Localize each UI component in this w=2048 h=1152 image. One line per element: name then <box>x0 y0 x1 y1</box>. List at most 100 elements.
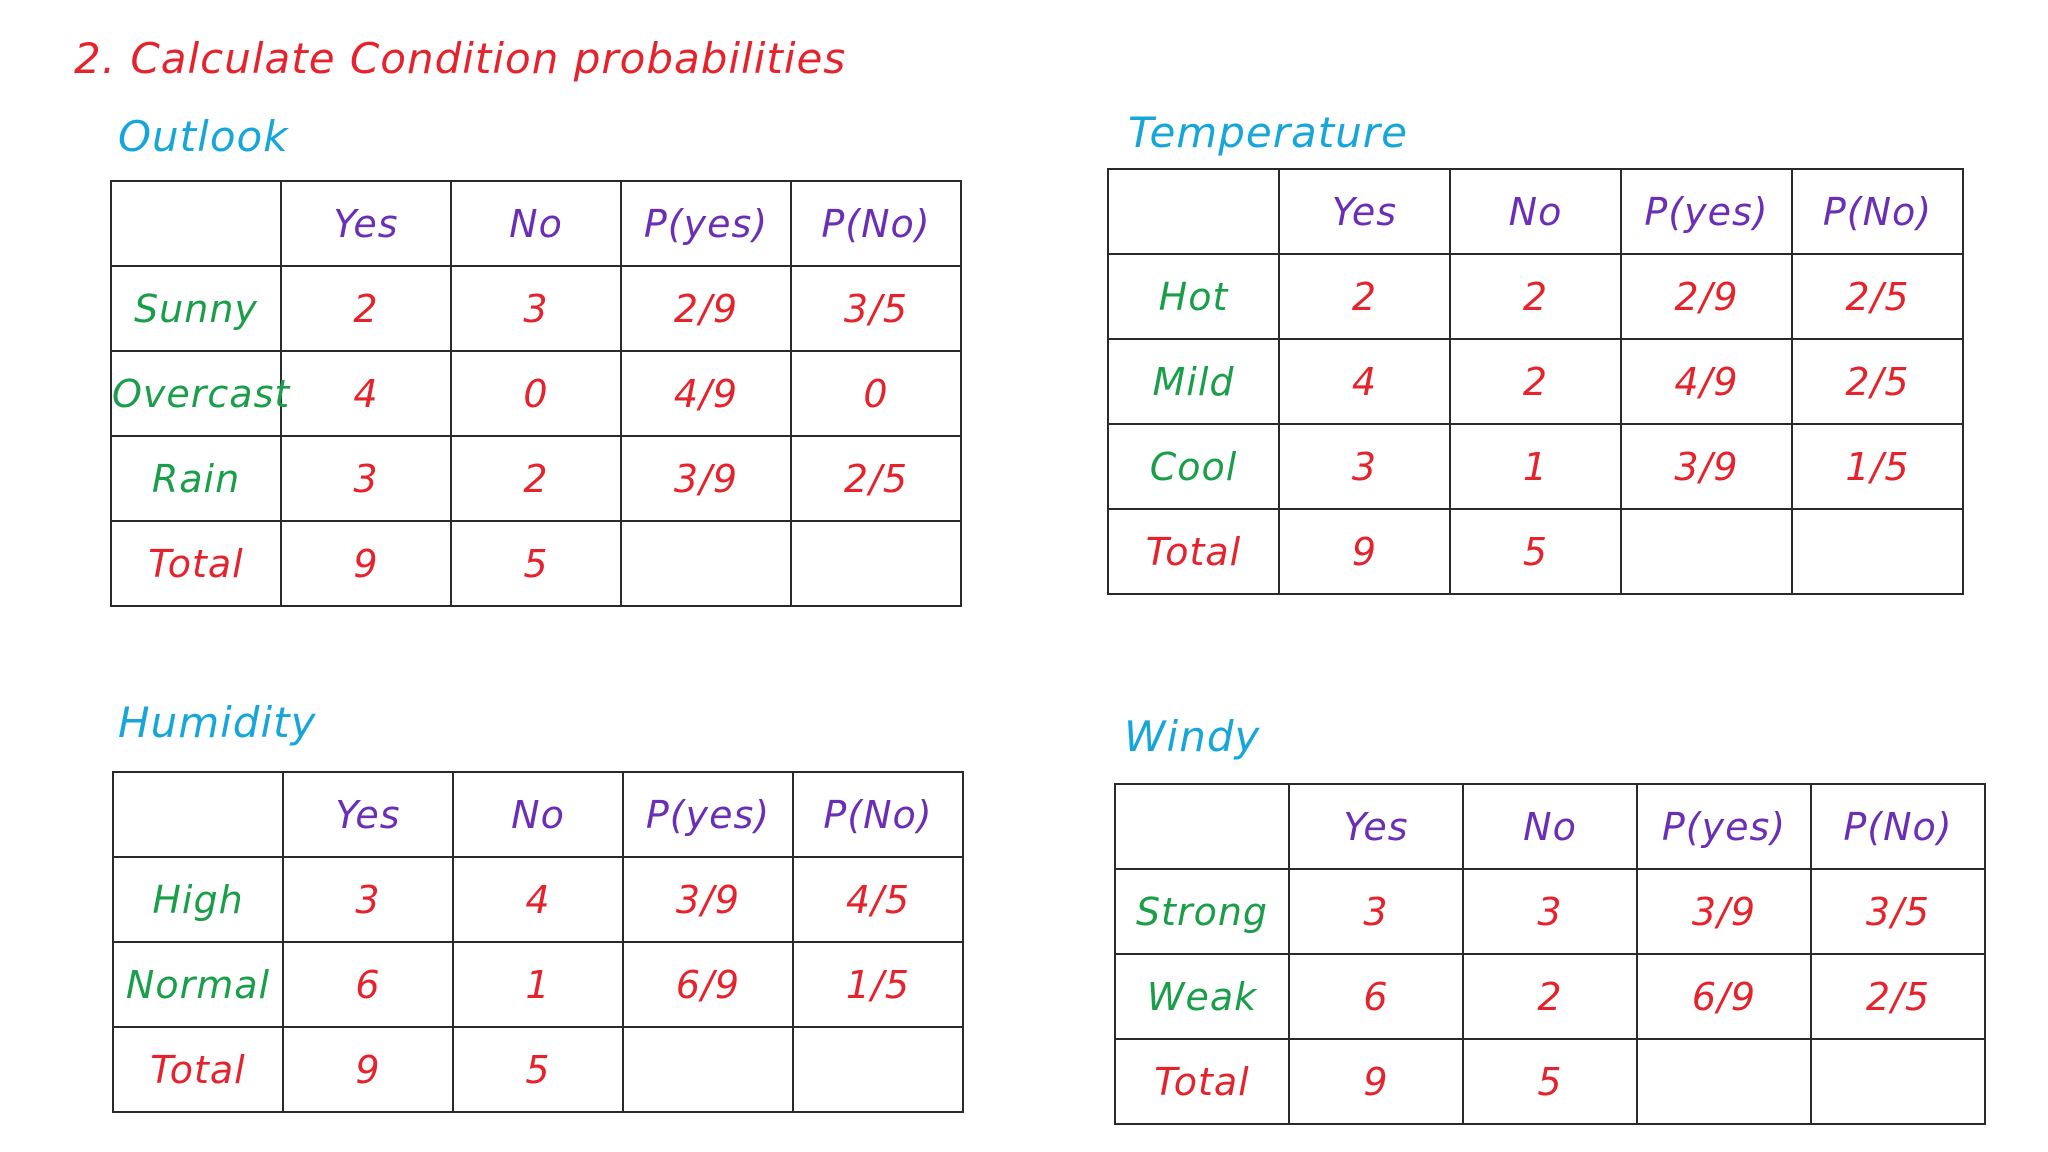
row-label: Weak <box>1114 953 1290 1040</box>
yes-count-cell: 2 <box>280 265 452 352</box>
yes-count-cell: 2 <box>1278 253 1451 340</box>
row-label: Normal <box>112 941 284 1028</box>
yes-count-cell: 4 <box>280 350 452 437</box>
p-yes-cell: 4/9 <box>1620 338 1793 425</box>
p-yes-cell: 3/9 <box>620 435 792 522</box>
no-count-cell: 1 <box>452 941 624 1028</box>
column-header: Yes <box>280 180 452 267</box>
outlook-table: Yes No P(yes) P(No) Sunny 2 3 2/9 3/5 Overcast 4 0 4… <box>110 180 962 607</box>
table-row: Rain 3 2 3/9 2/5 <box>110 435 962 522</box>
yes-count-cell: 3 <box>280 435 452 522</box>
p-yes-cell: 2/9 <box>620 265 792 352</box>
yes-count-cell: 9 <box>280 520 452 607</box>
column-header: No <box>1462 783 1638 870</box>
p-yes-cell <box>620 520 792 607</box>
column-header: Yes <box>282 771 454 858</box>
humidity-table: Yes No P(yes) P(No) High 3 4 3/9 4/5 Normal 6 1 6/9 1… <box>112 771 964 1113</box>
table-row: Total 9 5 <box>112 1026 964 1113</box>
p-yes-cell <box>1620 508 1793 595</box>
corner-cell <box>110 180 282 267</box>
no-count-cell: 4 <box>452 856 624 943</box>
yes-count-cell: 3 <box>1288 868 1464 955</box>
row-label: Rain <box>110 435 282 522</box>
p-no-cell <box>792 1026 964 1113</box>
outlook-heading: Outlook <box>118 112 289 161</box>
column-header: P(yes) <box>1620 168 1793 255</box>
p-yes-cell: 3/9 <box>1636 868 1812 955</box>
table-row: Overcast 4 0 4/9 0 <box>110 350 962 437</box>
row-label: Total <box>112 1026 284 1113</box>
row-label: Total <box>1114 1038 1290 1125</box>
yes-count-cell: 9 <box>1278 508 1451 595</box>
p-yes-cell <box>1636 1038 1812 1125</box>
p-no-cell: 4/5 <box>792 856 964 943</box>
p-no-cell <box>1791 508 1964 595</box>
column-header: No <box>452 771 624 858</box>
corner-cell <box>1114 783 1290 870</box>
column-header: P(No) <box>1810 783 1986 870</box>
row-label: Mild <box>1107 338 1280 425</box>
column-header: P(yes) <box>622 771 794 858</box>
no-count-cell: 2 <box>1449 338 1622 425</box>
table-header-row: Yes No P(yes) P(No) <box>1114 783 1986 870</box>
table-row: Cool 3 1 3/9 1/5 <box>1107 423 1964 510</box>
table-header-row: Yes No P(yes) P(No) <box>1107 168 1964 255</box>
corner-cell <box>112 771 284 858</box>
humidity-heading: Humidity <box>118 698 317 747</box>
row-label: Sunny <box>110 265 282 352</box>
yes-count-cell: 6 <box>282 941 454 1028</box>
page-title: 2. Calculate Condition probabilities <box>74 34 847 83</box>
row-label: Total <box>1107 508 1280 595</box>
p-yes-cell: 3/9 <box>1620 423 1793 510</box>
p-yes-cell: 6/9 <box>622 941 794 1028</box>
p-no-cell: 0 <box>790 350 962 437</box>
p-no-cell: 1/5 <box>1791 423 1964 510</box>
no-count-cell: 1 <box>1449 423 1622 510</box>
table-row: Sunny 2 3 2/9 3/5 <box>110 265 962 352</box>
yes-count-cell: 6 <box>1288 953 1464 1040</box>
table-row: Normal 6 1 6/9 1/5 <box>112 941 964 1028</box>
table-row: Weak 6 2 6/9 2/5 <box>1114 953 1986 1040</box>
no-count-cell: 5 <box>450 520 622 607</box>
temperature-heading: Temperature <box>1128 108 1408 157</box>
yes-count-cell: 3 <box>282 856 454 943</box>
column-header: P(No) <box>792 771 964 858</box>
no-count-cell: 0 <box>450 350 622 437</box>
p-yes-cell: 6/9 <box>1636 953 1812 1040</box>
column-header: P(yes) <box>620 180 792 267</box>
no-count-cell: 2 <box>450 435 622 522</box>
yes-count-cell: 3 <box>1278 423 1451 510</box>
yes-count-cell: 9 <box>1288 1038 1464 1125</box>
p-no-cell <box>790 520 962 607</box>
p-yes-cell <box>622 1026 794 1113</box>
row-label: Hot <box>1107 253 1280 340</box>
p-yes-cell: 4/9 <box>620 350 792 437</box>
column-header: Yes <box>1288 783 1464 870</box>
windy-table: Yes No P(yes) P(No) Strong 3 3 3/9 3/5 Weak 6 2 6/9 2… <box>1114 783 1986 1125</box>
table-row: Strong 3 3 3/9 3/5 <box>1114 868 1986 955</box>
p-no-cell: 2/5 <box>790 435 962 522</box>
no-count-cell: 3 <box>1462 868 1638 955</box>
p-no-cell: 3/5 <box>1810 868 1986 955</box>
table-header-row: Yes No P(yes) P(No) <box>110 180 962 267</box>
p-no-cell <box>1810 1038 1986 1125</box>
column-header: P(No) <box>790 180 962 267</box>
no-count-cell: 5 <box>1449 508 1622 595</box>
temperature-table: Yes No P(yes) P(No) Hot 2 2 2/9 2/5 Mild 4 2 4/9 2/5 C… <box>1107 168 1964 595</box>
table-row: Total 9 5 <box>110 520 962 607</box>
no-count-cell: 5 <box>452 1026 624 1113</box>
column-header: No <box>450 180 622 267</box>
column-header: P(No) <box>1791 168 1964 255</box>
column-header: Yes <box>1278 168 1451 255</box>
p-yes-cell: 2/9 <box>1620 253 1793 340</box>
column-header: P(yes) <box>1636 783 1812 870</box>
yes-count-cell: 9 <box>282 1026 454 1113</box>
p-yes-cell: 3/9 <box>622 856 794 943</box>
table-header-row: Yes No P(yes) P(No) <box>112 771 964 858</box>
p-no-cell: 1/5 <box>792 941 964 1028</box>
table-row: Hot 2 2 2/9 2/5 <box>1107 253 1964 340</box>
table-row: Total 9 5 <box>1107 508 1964 595</box>
yes-count-cell: 4 <box>1278 338 1451 425</box>
table-row: Total 9 5 <box>1114 1038 1986 1125</box>
row-label: High <box>112 856 284 943</box>
